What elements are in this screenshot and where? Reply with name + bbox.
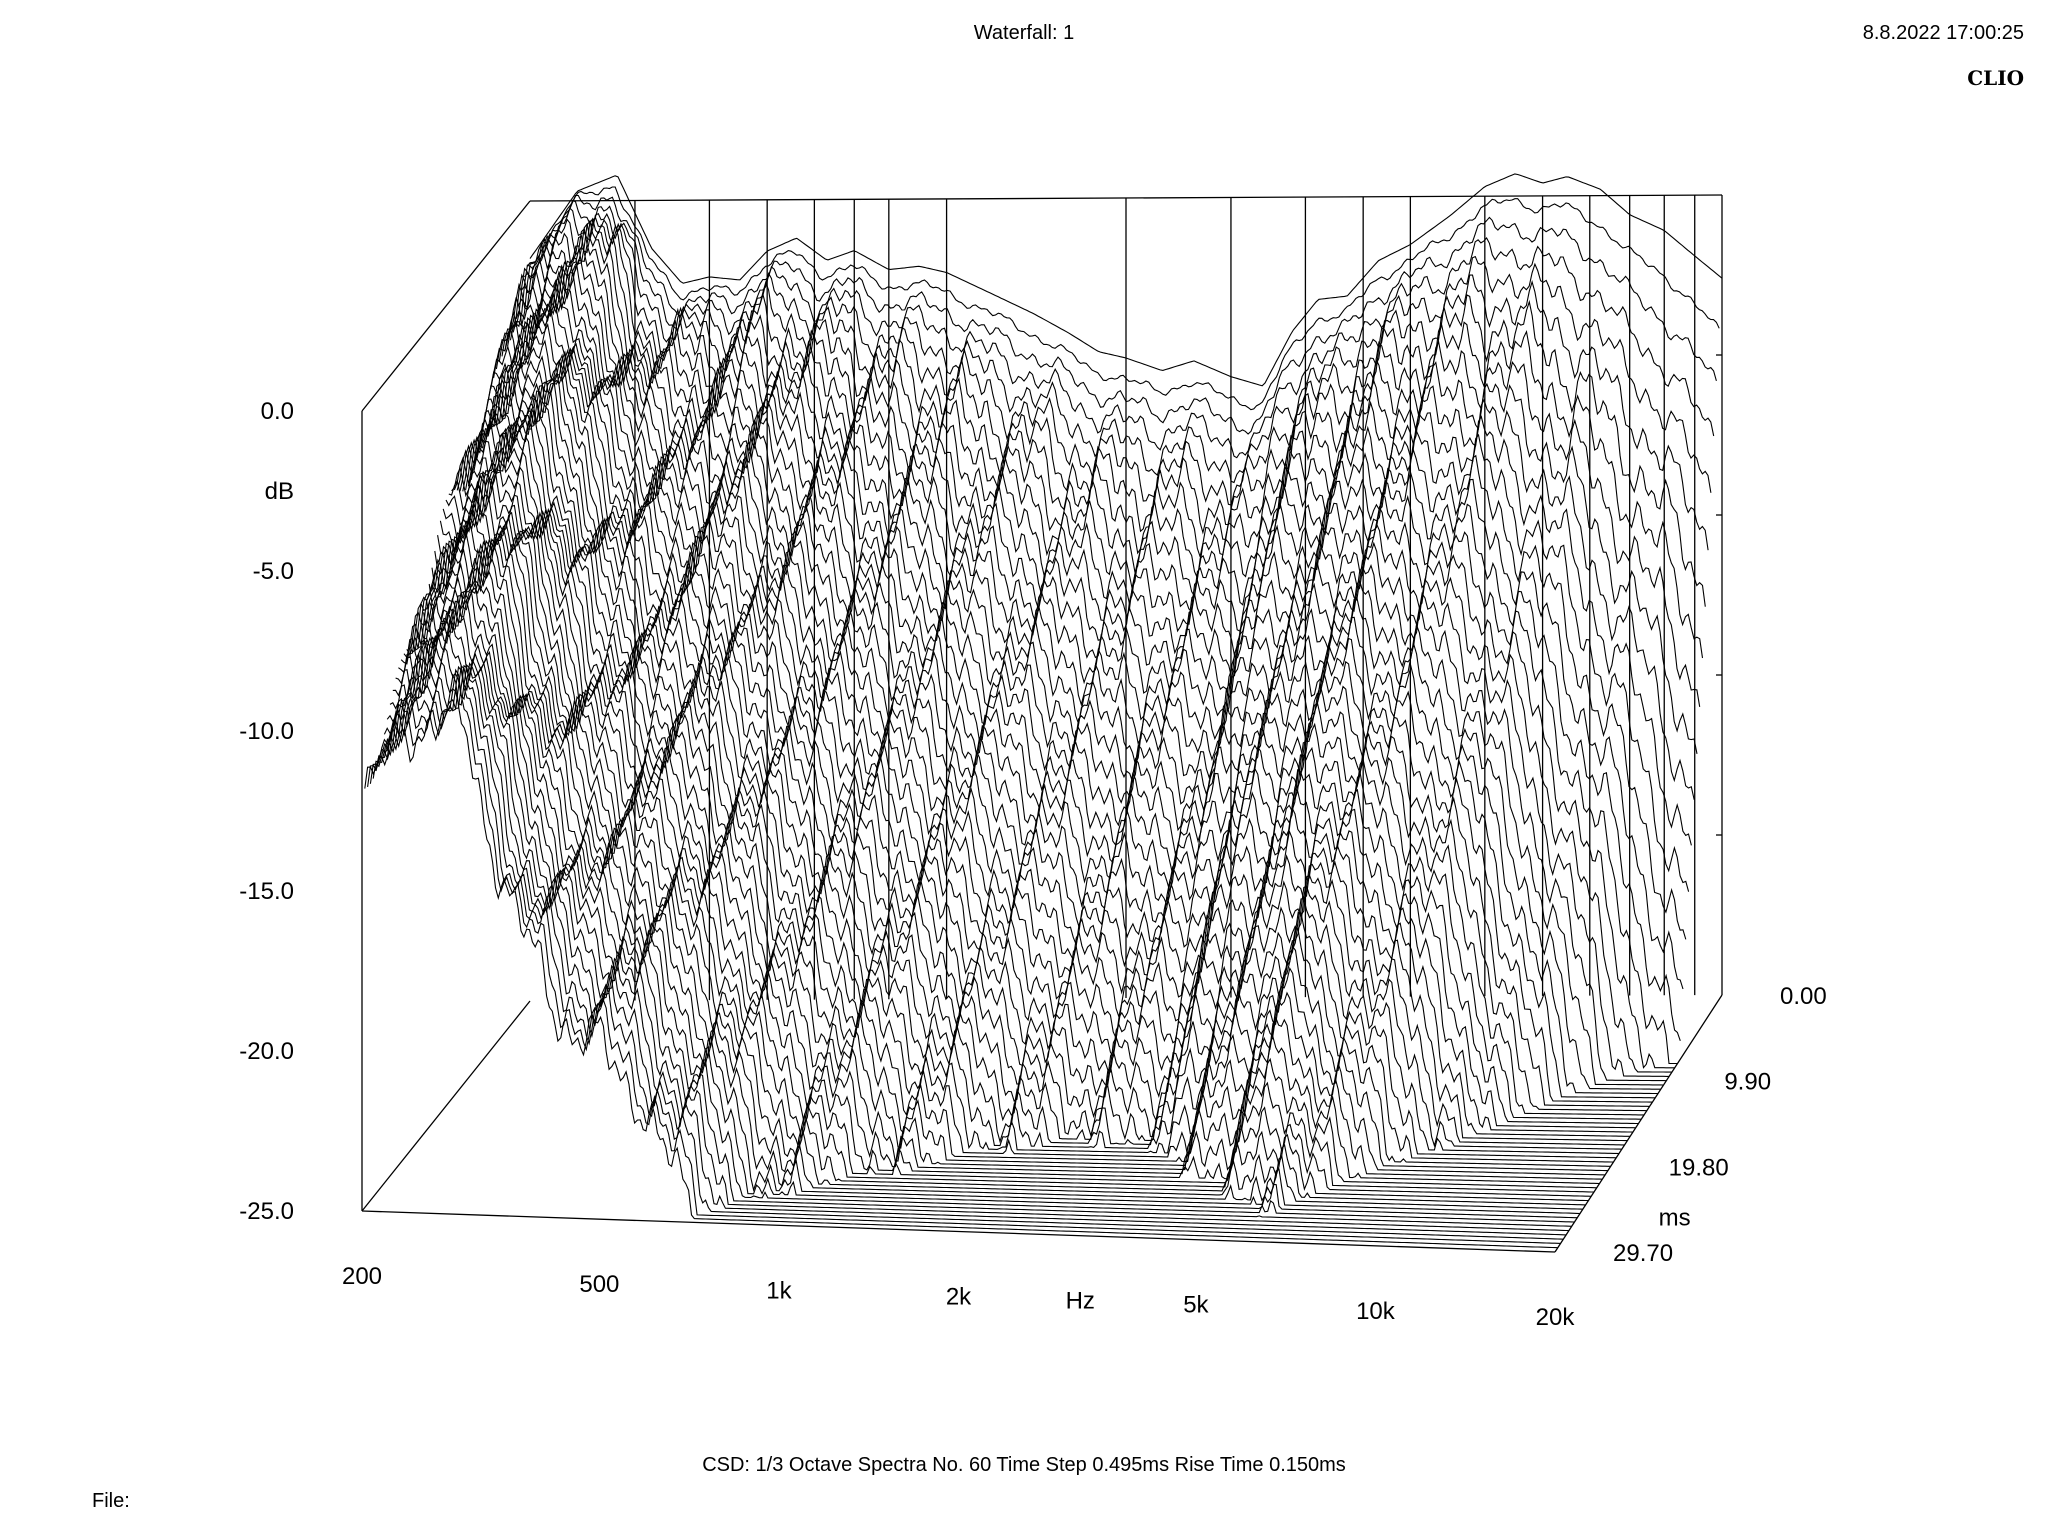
spectra-traces xyxy=(364,173,1723,1249)
spectrum-trace xyxy=(498,245,1692,846)
timestamp: 8.8.2022 17:00:25 xyxy=(1862,22,2024,44)
frame-top-left-edge xyxy=(361,200,531,412)
spectrum-trace xyxy=(495,256,1690,892)
spectrum-trace xyxy=(428,480,1622,1150)
measurement-info: CSD: 1/3 Octave Spectra No. 60 Time Step… xyxy=(702,1454,1346,1476)
spectrum-trace xyxy=(456,384,1650,1107)
frame-floor-left-edge xyxy=(361,1000,531,1212)
x-axis-label: Hz xyxy=(1066,1288,1095,1315)
x-tick-label: 2k xyxy=(946,1284,972,1311)
spectrum-trace xyxy=(490,270,1684,990)
x-tick-label: 10k xyxy=(1356,1298,1396,1325)
axis-labels: 0.0 -5.0 -10.0 -15.0 -20.0 -25.0 dB 200 500 1k 2k 5… xyxy=(239,398,1826,1331)
spectrum-trace xyxy=(375,662,1569,1232)
y-tick-label: -5.0 xyxy=(253,558,294,585)
x-tick-label: 500 xyxy=(579,1271,619,1298)
spectrum-trace xyxy=(383,631,1578,1219)
y-tick-label: -10.0 xyxy=(239,718,294,745)
spectrum-trace xyxy=(487,279,1681,1041)
spectrum-trace xyxy=(476,333,1670,1077)
spectrum-trace xyxy=(507,222,1701,707)
spectrum-trace xyxy=(501,235,1695,800)
spectrum-trace xyxy=(439,440,1633,1133)
spectrum-trace xyxy=(423,504,1617,1159)
spectrum-trace xyxy=(392,598,1586,1206)
y-tick-label: -15.0 xyxy=(239,878,294,905)
spectrum-trace xyxy=(467,353,1661,1090)
spectrum-trace xyxy=(481,306,1675,1069)
y-tick-label: -20.0 xyxy=(239,1038,294,1065)
z-tick-label: 29.70 xyxy=(1613,1240,1673,1267)
z-tick-label: 0.00 xyxy=(1780,983,1827,1010)
spectrum-trace xyxy=(417,525,1611,1167)
spectrum-trace xyxy=(448,407,1642,1120)
chart-title: Waterfall: 1 xyxy=(973,22,1075,44)
y-tick-label: -25.0 xyxy=(239,1198,294,1225)
x-tick-label: 1k xyxy=(766,1277,792,1304)
spectrum-trace xyxy=(403,547,1597,1189)
spectrum-trace xyxy=(518,207,1712,493)
spectrum-trace xyxy=(378,652,1572,1227)
spectrum-trace xyxy=(411,537,1606,1176)
x-tick-label: 200 xyxy=(342,1263,382,1290)
spectrum-trace xyxy=(529,173,1723,387)
y-axis-label: dB xyxy=(265,478,294,505)
spectrum-trace xyxy=(479,322,1672,1073)
spectrum-trace xyxy=(437,450,1631,1137)
spectrum-trace xyxy=(445,420,1639,1125)
z-tick-label: 19.80 xyxy=(1669,1154,1729,1181)
spectrum-trace xyxy=(414,530,1608,1172)
spectrum-trace xyxy=(381,644,1575,1223)
spectrum-trace xyxy=(389,608,1583,1210)
spectrum-trace xyxy=(406,543,1600,1185)
spectrum-trace xyxy=(512,217,1706,607)
spectrum-trace xyxy=(425,489,1620,1155)
spectrum-trace xyxy=(521,199,1715,459)
spectrum-trace xyxy=(420,518,1614,1163)
spectrum-trace xyxy=(369,665,1564,1240)
spectrum-trace xyxy=(386,618,1581,1215)
spectrum-trace xyxy=(473,344,1667,1082)
spectrum-trace xyxy=(398,567,1592,1197)
spectrum-trace xyxy=(372,664,1567,1236)
z-tick-label: 9.90 xyxy=(1724,1069,1771,1096)
spectrum-trace xyxy=(515,216,1709,551)
spectrum-trace xyxy=(504,227,1698,755)
spectrum-trace xyxy=(400,557,1594,1193)
spectrum-trace xyxy=(434,462,1628,1142)
y-tick-label: 0.0 xyxy=(261,398,294,425)
spectrum-trace xyxy=(442,432,1636,1129)
spectrum-trace xyxy=(395,581,1589,1202)
spectrum-trace xyxy=(364,673,1558,1249)
spectrum-trace xyxy=(409,540,1603,1180)
spectrum-trace xyxy=(526,186,1720,411)
spectrum-trace xyxy=(431,474,1625,1146)
spectrum-trace xyxy=(509,219,1704,659)
x-tick-label: 20k xyxy=(1536,1304,1576,1331)
spectrum-trace xyxy=(367,668,1561,1244)
brand-logo: CLIO xyxy=(1967,66,2024,90)
z-axis-label: ms xyxy=(1659,1205,1691,1232)
x-tick-label: 5k xyxy=(1183,1292,1209,1319)
file-label: File: xyxy=(92,1490,130,1512)
frame-floor-front-edge xyxy=(361,1210,1556,1253)
spectrum-trace xyxy=(493,264,1687,940)
spectrum-trace xyxy=(523,194,1717,435)
